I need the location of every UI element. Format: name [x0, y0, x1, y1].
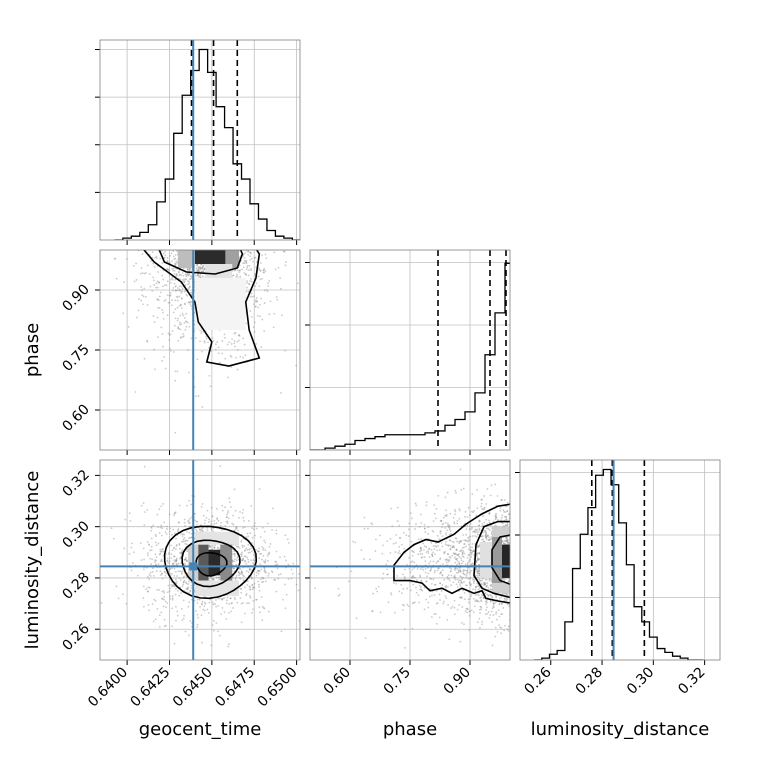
distance-vs-phase-frame: [309, 459, 511, 661]
distance-vs-phase-contour-1: [473, 520, 510, 599]
distance-vs-time-xtick-label-0: 0.6400: [85, 664, 131, 710]
distance-vs-time-ytick-label-0: 0.26: [59, 621, 92, 654]
distance-vs-phase-density-cell-2: [502, 544, 510, 578]
distance-vs-time-contour-2: [163, 525, 258, 600]
y-axis-label-phase: phase: [22, 323, 43, 377]
distance-vs-phase-density-cell-3: [492, 583, 510, 594]
distance-vs-phase-contour-0: [491, 534, 510, 586]
distance-vs-time-xtick-label-4: 0.6500: [255, 664, 301, 710]
distance-hist-xtick-label-1: 0.28: [573, 664, 606, 697]
distance-vs-time-ytick-label-1: 0.28: [59, 569, 92, 602]
phase-vs-time-density-cell-4: [194, 278, 246, 330]
y-axis-label-luminosity-distance: luminosity_distance: [22, 471, 43, 650]
distance-vs-time-xtick-label-2: 0.6450: [170, 664, 216, 710]
x-axis-label-geocent-time: geocent_time: [139, 719, 262, 740]
distance-vs-phase-xtick-label-1: 0.75: [381, 664, 414, 697]
distance-vs-phase-xtick-label-0: 0.60: [321, 664, 354, 697]
distance-vs-time-frame: [99, 459, 301, 661]
distance-vs-time-density-cell-2: [208, 549, 221, 576]
distance-vs-time-truth-marker: [189, 562, 198, 571]
distance-vs-phase-density-cell-0: [480, 542, 492, 578]
distance-vs-phase-contour-2: [393, 503, 510, 604]
distance-vs-time-xtick-label-3: 0.6475: [212, 664, 258, 710]
distance-vs-phase-density-cell-4: [492, 526, 510, 537]
phase-vs-time-contour-1: [143, 250, 261, 367]
x-axis-label-phase: phase: [383, 719, 437, 740]
x-axis-label-luminosity-distance: luminosity_distance: [531, 719, 710, 740]
phase-hist-frame: [309, 249, 511, 451]
distance-vs-time-ytick-label-3: 0.32: [59, 467, 92, 500]
distance-vs-time-xtick-label-1: 0.6425: [128, 664, 174, 710]
phase-vs-time-ytick-label-2: 0.90: [59, 282, 92, 315]
distance-vs-phase-density-cell-1: [492, 536, 502, 584]
distance-vs-time-density-cell-1: [198, 544, 209, 581]
distance-hist-xtick-label-0: 0.26: [521, 664, 554, 697]
phase-vs-time-density-cell-2: [225, 250, 239, 268]
geocent-time-hist-frame: [99, 39, 301, 241]
geocent-time-hist-histogram: [114, 48, 300, 240]
phase-hist-histogram: [310, 262, 510, 450]
phase-vs-time-density-cell-0: [177, 250, 195, 268]
distance-vs-time-ytick-label-2: 0.30: [59, 518, 92, 551]
distance-hist-frame: [519, 459, 721, 661]
distance-vs-time-contour-1: [181, 539, 241, 588]
distance-vs-time-density-cell-5: [194, 531, 239, 545]
distance-hist-histogram: [534, 468, 704, 660]
distance-hist-xtick-label-3: 0.32: [675, 664, 708, 697]
distance-hist-xtick-label-2: 0.30: [624, 664, 657, 697]
phase-vs-time-frame: [99, 249, 301, 451]
distance-vs-phase-xtick-label-2: 0.90: [441, 664, 474, 697]
phase-vs-time-ytick-label-1: 0.75: [59, 342, 92, 375]
phase-vs-time-contour-0: [158, 250, 244, 275]
phase-vs-time-ytick-label-0: 0.60: [59, 402, 92, 435]
distance-vs-time-density-cell-4: [194, 580, 239, 596]
phase-vs-time-density-cell-1: [194, 250, 226, 264]
